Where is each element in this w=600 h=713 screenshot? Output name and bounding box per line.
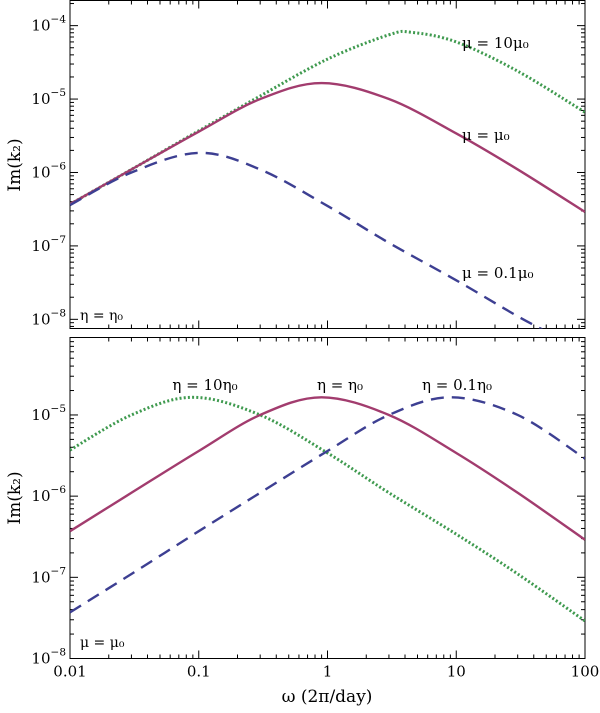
y-tick-label: 10−7 — [31, 565, 66, 586]
panel-top: Im(k₂) η = η₀ 10−8 10−7 10−6 10−5 10−4 μ = 10… — [5, 0, 586, 329]
y-tick-label: 10−8 — [31, 647, 66, 668]
y-tick-label: 10−6 — [31, 484, 66, 505]
x-axis-title: ω (2π/day) — [282, 687, 373, 707]
panel-top-note: η = η₀ — [80, 308, 123, 324]
series-label: η = η₀ — [317, 376, 363, 394]
y-tick-label: 10−7 — [31, 234, 66, 255]
panel-bottom-note: μ = μ₀ — [80, 635, 125, 651]
y-tick-label: 10−6 — [31, 160, 66, 181]
series-line-purple — [70, 396, 585, 541]
series-label: η = 10η₀ — [172, 376, 237, 394]
x-tick-label: 1 — [323, 663, 333, 681]
panel-top-ylabel: Im(k₂) — [5, 138, 25, 191]
series-line-green — [70, 395, 585, 623]
x-tick-label: 0.1 — [187, 663, 211, 681]
series-label: μ = μ₀ — [462, 126, 510, 144]
series-line-purple — [70, 81, 585, 213]
series-line-green — [70, 29, 585, 206]
y-tick-label: 10−8 — [31, 307, 66, 328]
y-tick-label: 10−5 — [31, 403, 66, 424]
series-line-blue — [70, 151, 544, 329]
panel-bottom-ylabel: Im(k₂) — [5, 471, 25, 524]
y-tick-label: 10−5 — [31, 87, 66, 108]
x-tick-label: 0.01 — [53, 663, 86, 681]
y-tick-label: 10−4 — [31, 14, 66, 35]
x-tick-label: 10 — [447, 663, 466, 681]
panel-bottom: Im(k₂) μ = μ₀ 10−8 10−7 10−6 10−5 0.01 0.1 1 10… — [5, 337, 600, 681]
series-label: η = 0.1η₀ — [422, 376, 492, 394]
series-line-blue — [70, 396, 585, 614]
x-tick-label: 100 — [571, 663, 600, 681]
series-label: μ = 0.1μ₀ — [462, 264, 533, 282]
series-label: μ = 10μ₀ — [462, 34, 529, 52]
